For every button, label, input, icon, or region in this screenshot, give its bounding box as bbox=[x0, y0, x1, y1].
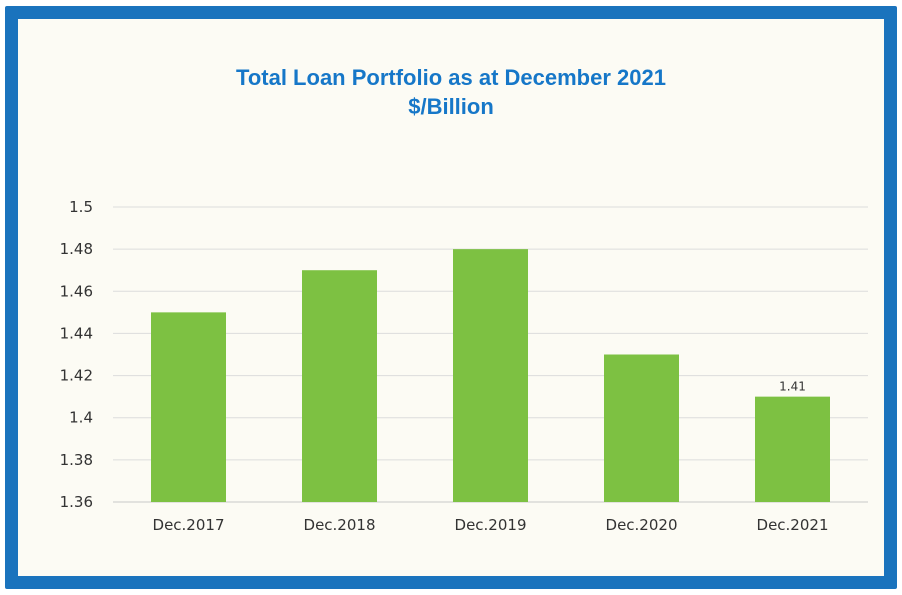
data-label: 1.41 bbox=[779, 380, 806, 394]
x-tick-label: Dec.2017 bbox=[153, 516, 225, 534]
y-tick-label: 1.46 bbox=[60, 282, 93, 300]
bar-dec-2020 bbox=[604, 354, 679, 502]
y-tick-label: 1.4 bbox=[69, 409, 93, 427]
y-tick-label: 1.44 bbox=[60, 324, 93, 342]
x-tick-label: Dec.2018 bbox=[304, 516, 376, 534]
chart-frame: Total Loan Portfolio as at December 2021… bbox=[5, 6, 897, 589]
bar-chart: 1.361.381.41.421.441.461.481.5 Dec.2017 D… bbox=[60, 198, 868, 534]
data-labels: 1.41 bbox=[779, 380, 806, 394]
x-tick-label: Dec.2021 bbox=[757, 516, 829, 534]
bar-dec-2018 bbox=[302, 270, 377, 502]
y-axis: 1.36 1.38 1.4 1.42 1.44 1.46 1.48 1.5 bbox=[60, 198, 93, 511]
x-tick-label: Dec.2019 bbox=[455, 516, 527, 534]
y-tick-label: 1.38 bbox=[60, 451, 93, 469]
chart-title: Total Loan Portfolio as at December 2021 bbox=[236, 65, 666, 90]
y-tick-label: 1.36 bbox=[60, 493, 93, 511]
y-tick-label: 1.48 bbox=[60, 240, 93, 258]
bar-dec-2021 bbox=[755, 396, 830, 502]
chart-subtitle: $/Billion bbox=[408, 94, 494, 119]
bar-dec-2017 bbox=[151, 312, 226, 502]
y-tick-label: 1.5 bbox=[69, 198, 93, 216]
x-axis: Dec.2017 Dec.2018 Dec.2019 Dec.2020 Dec.2021 bbox=[153, 516, 829, 534]
chart-panel: Total Loan Portfolio as at December 2021… bbox=[18, 19, 884, 576]
x-tick-label: Dec.2020 bbox=[606, 516, 678, 534]
y-tick-label: 1.42 bbox=[60, 367, 93, 385]
bar-dec-2019 bbox=[453, 249, 528, 502]
bars bbox=[151, 249, 830, 502]
